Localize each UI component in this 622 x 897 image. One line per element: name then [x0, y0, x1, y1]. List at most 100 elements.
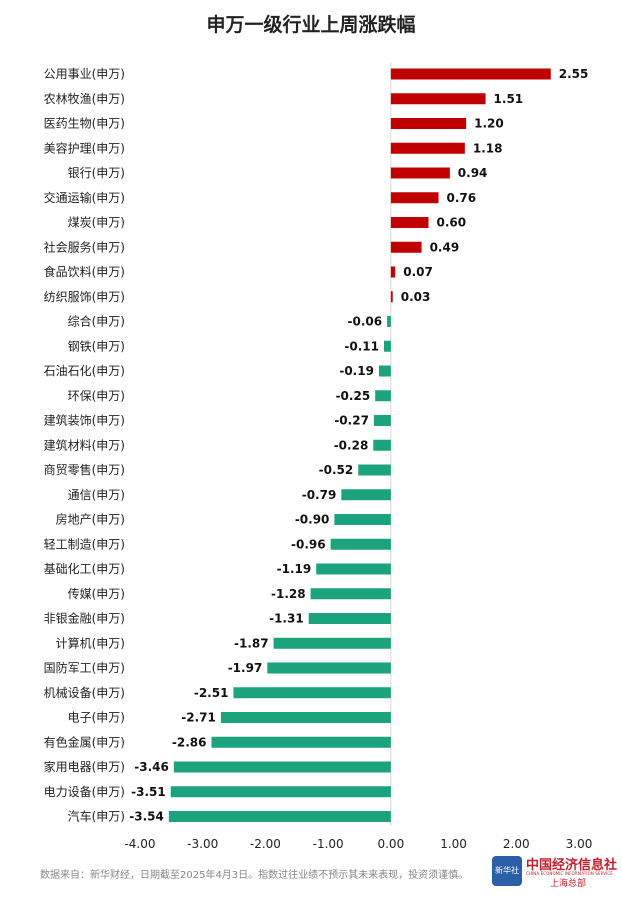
x-tick-label: -3.00: [187, 837, 218, 850]
bar: [308, 613, 391, 624]
bar: [341, 489, 391, 501]
bar: [334, 514, 391, 525]
bar: [378, 365, 391, 377]
bar: [390, 192, 439, 204]
bar: [173, 761, 391, 773]
bar: [390, 142, 465, 154]
category-label: 石油石化(申万): [44, 364, 125, 378]
bar: [168, 811, 391, 822]
x-tick-label: 3.00: [566, 837, 593, 850]
category-label: 建筑装饰(申万): [44, 413, 125, 428]
value-label: 0.60: [436, 216, 466, 230]
logo-sub: 上海总部: [550, 879, 587, 889]
value-label: -0.28: [334, 438, 369, 452]
category-label: 社会服务(申万): [44, 239, 125, 254]
bar-chart: 公用事业(申万) 农林牧渔(申万) 医药生物(申万) 美容护理(申万) 银行(申万) 交通…: [44, 62, 592, 850]
category-label: 农林牧渔(申万): [44, 92, 125, 106]
category-label: 轻工制造(申万): [44, 537, 125, 551]
x-axis-ticks: -4.00 -3.00 -2.00 -1.00 0.00 1.00 2.00 3.00: [124, 837, 592, 850]
value-label: -2.86: [172, 735, 207, 749]
value-label: -0.19: [339, 364, 374, 378]
xinhua-logo-icon: 新华社: [492, 856, 522, 886]
bar: [390, 241, 422, 253]
value-label: -1.87: [234, 636, 269, 650]
value-label: -3.46: [134, 760, 169, 774]
value-label: 0.49: [430, 240, 460, 254]
bar: [358, 464, 391, 476]
category-label: 机械设备(申万): [44, 685, 125, 700]
value-label: -0.79: [302, 488, 337, 502]
bar: [390, 93, 486, 105]
bar: [390, 167, 450, 179]
bar: [220, 712, 391, 723]
x-tick-label: 0.00: [377, 837, 404, 850]
value-label: 0.76: [447, 191, 477, 205]
category-label: 公用事业(申万): [44, 67, 125, 81]
category-label: 基础化工(申万): [44, 562, 125, 576]
bar: [373, 439, 391, 451]
value-label: 1.20: [474, 117, 504, 131]
x-tick-label: 1.00: [440, 837, 467, 850]
category-label: 美容护理(申万): [44, 140, 125, 155]
bar: [233, 687, 391, 699]
bars-group: [168, 62, 551, 826]
category-label: 交通运输(申万): [44, 190, 125, 205]
category-label: 钢铁(申万): [68, 339, 125, 353]
category-label: 电子(申万): [68, 711, 125, 725]
category-label: 通信(申万): [68, 488, 125, 502]
category-label: 国防军工(申万): [44, 660, 125, 675]
bar: [316, 563, 391, 575]
logo-english: CHINA ECONOMIC INFORMATION SERVICE: [526, 871, 613, 876]
value-label: -2.51: [194, 686, 229, 700]
category-label: 医药生物(申万): [44, 117, 125, 131]
category-label: 电力设备(申万): [44, 785, 125, 799]
publisher-logo: 新华社 中国经济信息社 CHINA ECONOMIC INFORMATION S…: [492, 854, 618, 890]
value-label: -0.52: [319, 463, 354, 477]
category-label: 环保(申万): [68, 389, 125, 403]
value-label: -0.96: [291, 537, 326, 551]
value-label: -0.06: [348, 315, 383, 329]
x-tick-label: -4.00: [124, 837, 155, 850]
category-label: 传媒(申万): [68, 586, 125, 601]
value-label: -0.11: [344, 339, 379, 353]
value-labels: 2.55 1.51 1.20 1.18 0.94 0.76 0.60 0.49 0.07 0.03…: [129, 67, 588, 824]
category-label: 银行(申万): [68, 166, 125, 180]
value-label: -0.25: [336, 389, 371, 403]
value-label: -0.27: [334, 414, 369, 428]
category-label: 建筑材料(申万): [44, 437, 125, 452]
value-label: 1.18: [473, 141, 503, 155]
category-label: 有色金属(申万): [44, 734, 125, 749]
x-tick-label: 2.00: [503, 837, 530, 850]
category-label: 综合(申万): [68, 314, 125, 329]
category-label: 计算机(申万): [56, 635, 125, 650]
bar: [373, 415, 391, 426]
value-label: -3.54: [129, 810, 164, 824]
value-label: -1.31: [269, 612, 304, 626]
bar: [390, 68, 551, 80]
bar: [383, 340, 391, 352]
category-label: 食品饮料(申万): [44, 264, 125, 279]
category-label: 汽车(申万): [68, 809, 125, 824]
bar: [170, 786, 391, 798]
bar: [387, 316, 391, 327]
bar: [211, 736, 391, 748]
category-label: 商贸零售(申万): [44, 462, 125, 477]
x-tick-label: -2.00: [250, 837, 281, 850]
source-footnote: 数据来自：新华财经，日期截至2025年4月3日。指数过往业绩不预示其未来表现，投…: [40, 870, 469, 881]
value-label: -0.90: [295, 513, 330, 527]
category-label: 煤炭(申万): [68, 216, 125, 230]
bar: [390, 266, 396, 278]
chart-title: 申万一级行业上周涨跌幅: [206, 14, 416, 36]
bar: [273, 637, 391, 649]
value-label: 2.55: [559, 67, 589, 81]
x-tick-label: -1.00: [313, 837, 344, 850]
bar: [375, 390, 391, 402]
value-label: 0.07: [403, 265, 433, 279]
bar: [390, 118, 467, 129]
value-label: -1.28: [271, 587, 306, 601]
bar: [267, 662, 391, 674]
category-label: 非银金融(申万): [44, 611, 125, 626]
value-label: -1.19: [277, 562, 312, 576]
category-label: 房地产(申万): [56, 512, 125, 527]
value-label: -2.71: [181, 711, 216, 725]
